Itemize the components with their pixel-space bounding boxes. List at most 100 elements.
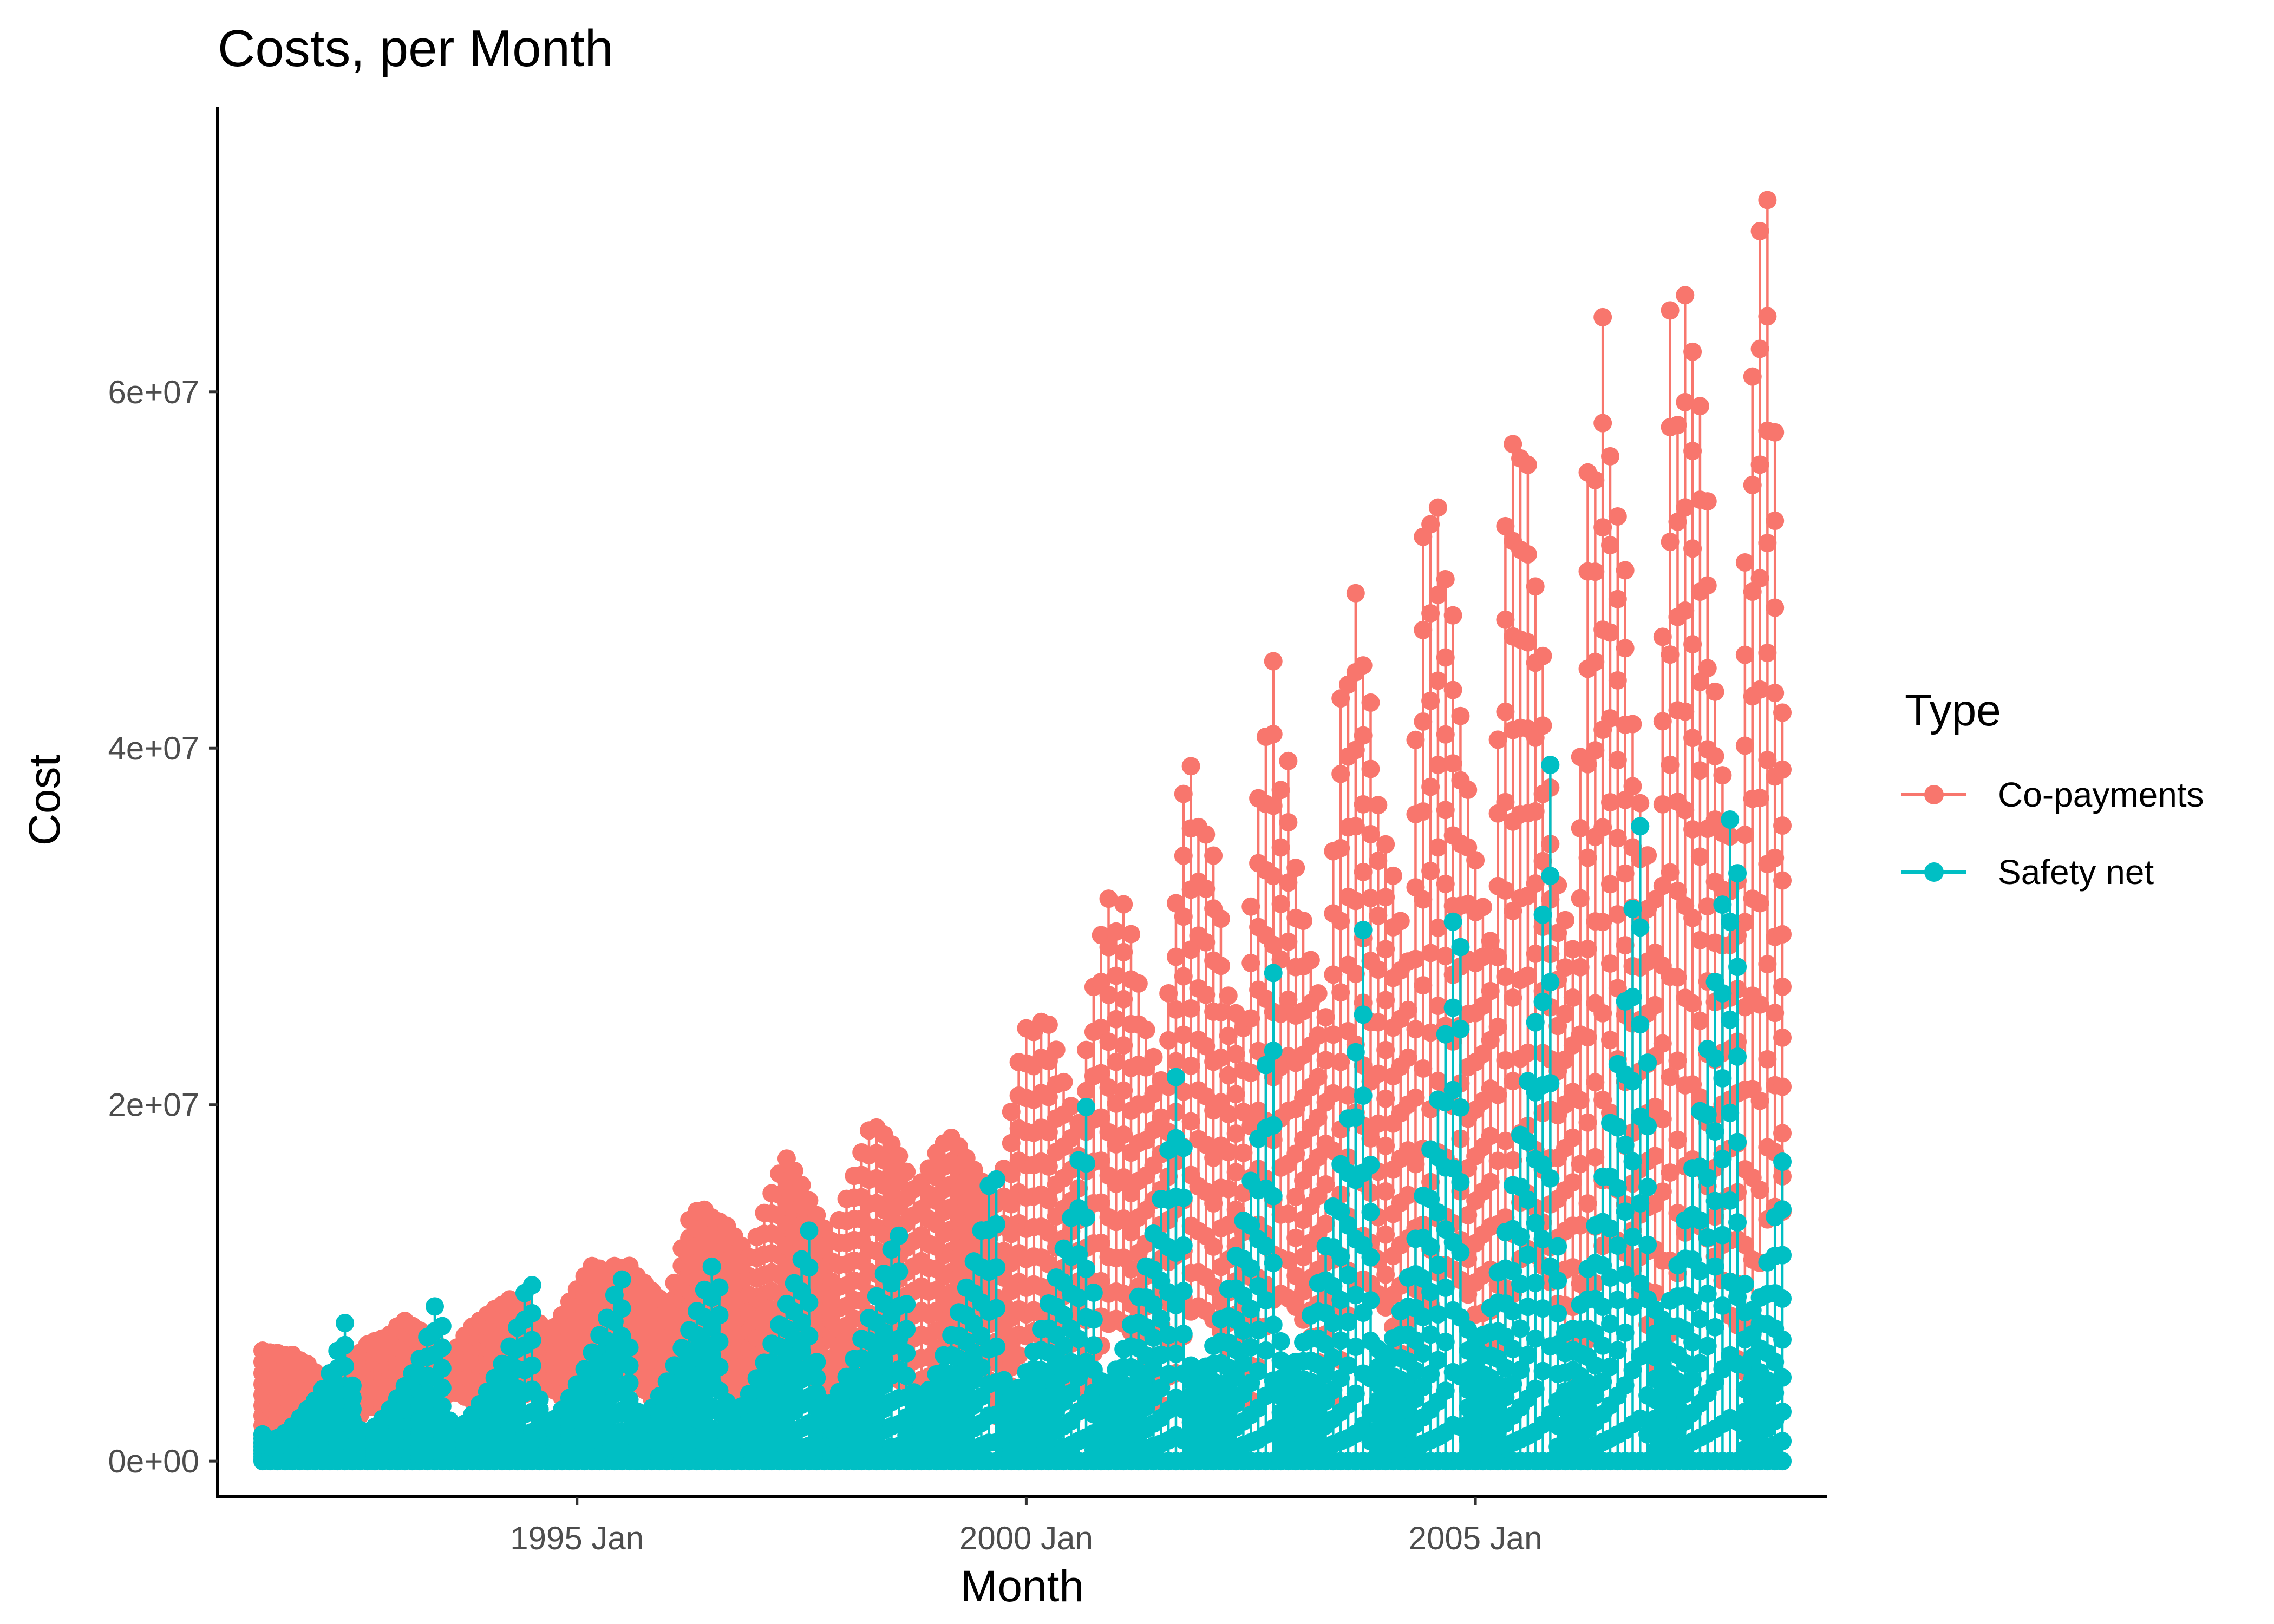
data-point (1533, 1230, 1552, 1249)
data-point (1683, 994, 1702, 1013)
data-point (1436, 725, 1455, 744)
data-point (1421, 691, 1440, 710)
data-point (1690, 1354, 1709, 1373)
data-point (987, 1258, 1006, 1277)
x-axis-title: Month (960, 1562, 1084, 1611)
data-point (1533, 1155, 1552, 1174)
data-point (1600, 623, 1619, 642)
data-point (1414, 976, 1433, 995)
data-point (1204, 1277, 1223, 1296)
data-point (987, 1337, 1006, 1356)
data-point (1376, 1265, 1395, 1284)
data-point (1578, 848, 1597, 867)
data-point (1690, 931, 1709, 949)
data-point (1421, 1023, 1440, 1042)
data-point (1600, 954, 1619, 973)
data-point (1152, 1309, 1171, 1328)
data-point (1728, 958, 1747, 977)
data-point (1174, 1236, 1193, 1255)
data-point (1211, 1048, 1230, 1067)
data-point (1750, 995, 1769, 1014)
data-point (1346, 817, 1365, 836)
data-point (1766, 598, 1785, 617)
data-point (1414, 1269, 1433, 1288)
data-point (1504, 1151, 1522, 1170)
data-point (807, 1368, 826, 1387)
data-point (1376, 835, 1395, 854)
data-point (1092, 1108, 1110, 1127)
data-point (1690, 761, 1709, 780)
data-point (1593, 307, 1612, 326)
data-point (1743, 367, 1762, 386)
data-point (620, 1373, 639, 1392)
data-point (1511, 1227, 1530, 1246)
data-point (1144, 1295, 1163, 1314)
data-point (1346, 1108, 1365, 1127)
data-point (1616, 1323, 1635, 1342)
data-point (1414, 1344, 1433, 1363)
data-point (1616, 936, 1635, 955)
data-point (1706, 1049, 1724, 1068)
data-point (1511, 1360, 1530, 1379)
data-point (1309, 1148, 1328, 1167)
data-point (1496, 1051, 1515, 1070)
data-point (1264, 652, 1283, 671)
data-point (1294, 1248, 1313, 1267)
data-point (1331, 689, 1350, 708)
data-point (1361, 693, 1380, 712)
data-point (1668, 1051, 1687, 1070)
data-point (1428, 1305, 1447, 1324)
data-point (1706, 746, 1724, 765)
data-point (1608, 671, 1627, 690)
data-point (1144, 1359, 1163, 1378)
data-point (1264, 867, 1283, 886)
data-point (1773, 760, 1792, 779)
data-point (1504, 1374, 1522, 1393)
data-point (1721, 912, 1740, 931)
data-point (1488, 730, 1507, 749)
data-point (1436, 801, 1455, 820)
data-point (1571, 819, 1590, 838)
data-point (1181, 940, 1200, 959)
data-point (710, 1278, 729, 1297)
data-point (1518, 1190, 1537, 1209)
data-point (1077, 1154, 1096, 1173)
data-point (1443, 606, 1462, 625)
data-point (1713, 1360, 1732, 1379)
data-point (1653, 795, 1672, 814)
legend-key-point (1924, 862, 1944, 882)
data-point (1286, 1228, 1305, 1247)
data-point (1750, 569, 1769, 588)
data-point (1174, 1188, 1193, 1207)
data-point (1174, 1025, 1193, 1044)
data-point (1706, 1257, 1724, 1276)
data-point (1241, 1216, 1260, 1235)
data-point (1676, 498, 1695, 517)
data-point (1616, 1376, 1635, 1395)
data-point (1713, 895, 1732, 914)
data-point (1197, 879, 1216, 898)
data-point (987, 1215, 1006, 1234)
data-point (1526, 1013, 1545, 1032)
data-point (1443, 998, 1462, 1017)
data-point (1773, 1246, 1792, 1265)
data-point (1653, 1109, 1672, 1128)
data-point (1264, 1042, 1283, 1060)
data-point (1159, 984, 1178, 1003)
data-point (1219, 1026, 1238, 1045)
data-point (1174, 1325, 1193, 1344)
data-point (426, 1297, 445, 1316)
data-point (1286, 1266, 1305, 1285)
data-point (1166, 894, 1185, 913)
data-point (620, 1338, 639, 1357)
data-point (1451, 1098, 1470, 1117)
data-point (1069, 1288, 1088, 1307)
data-point (1773, 1152, 1792, 1171)
data-point (1286, 859, 1305, 878)
data-point (1683, 908, 1702, 927)
data-point (710, 1332, 729, 1351)
data-point (1406, 949, 1425, 968)
data-point (1758, 1050, 1777, 1069)
data-point (1174, 784, 1193, 803)
data-point (1264, 935, 1283, 954)
